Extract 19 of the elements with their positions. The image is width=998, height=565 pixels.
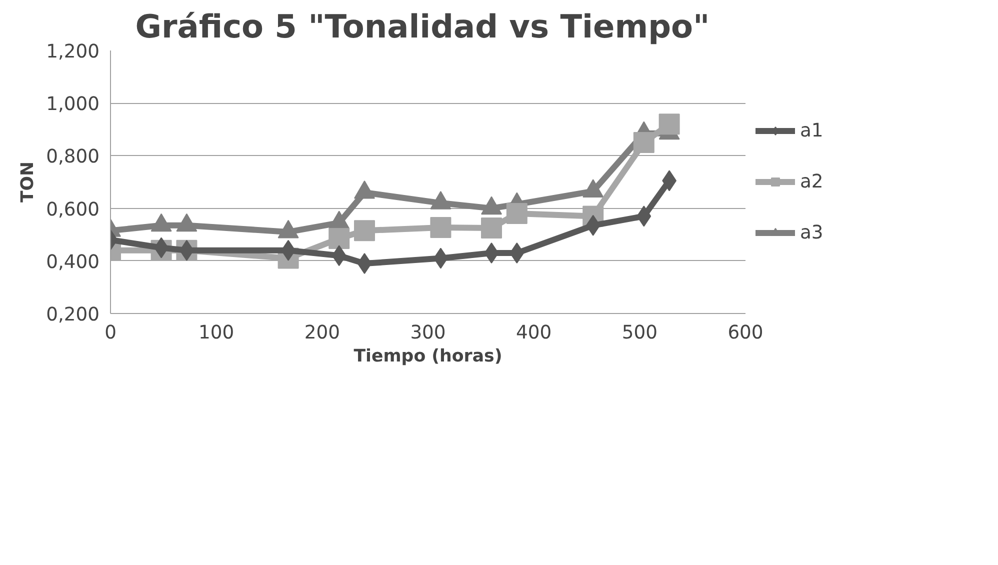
legend-label: a2 xyxy=(800,171,824,192)
chart-title: Gráfico 5 "Tonalidad vs Tiempo" xyxy=(135,8,710,46)
y-tick-label: 0,600 xyxy=(46,199,100,220)
x-tick-label: 400 xyxy=(516,322,552,344)
x-tick-label: 300 xyxy=(410,322,446,344)
x-tick-label: 200 xyxy=(304,322,340,344)
x-tick-label: 500 xyxy=(622,322,658,344)
legend-label: a3 xyxy=(800,222,824,243)
legend-label: a1 xyxy=(800,120,824,141)
x-tick-label: 600 xyxy=(728,322,764,344)
y-tick-label: 1,200 xyxy=(46,42,100,62)
y-tick-label: 0,800 xyxy=(46,146,100,168)
x-tick-label: 100 xyxy=(198,322,234,344)
y-tick-label: 0,200 xyxy=(46,304,100,326)
y-axis-title: TON xyxy=(18,161,38,203)
x-tick-label: 0 xyxy=(104,322,116,344)
x-axis-title: Tiempo (horas) xyxy=(354,346,502,366)
y-tick-label: 1,000 xyxy=(46,94,100,116)
y-tick-label: 0,400 xyxy=(46,252,100,273)
